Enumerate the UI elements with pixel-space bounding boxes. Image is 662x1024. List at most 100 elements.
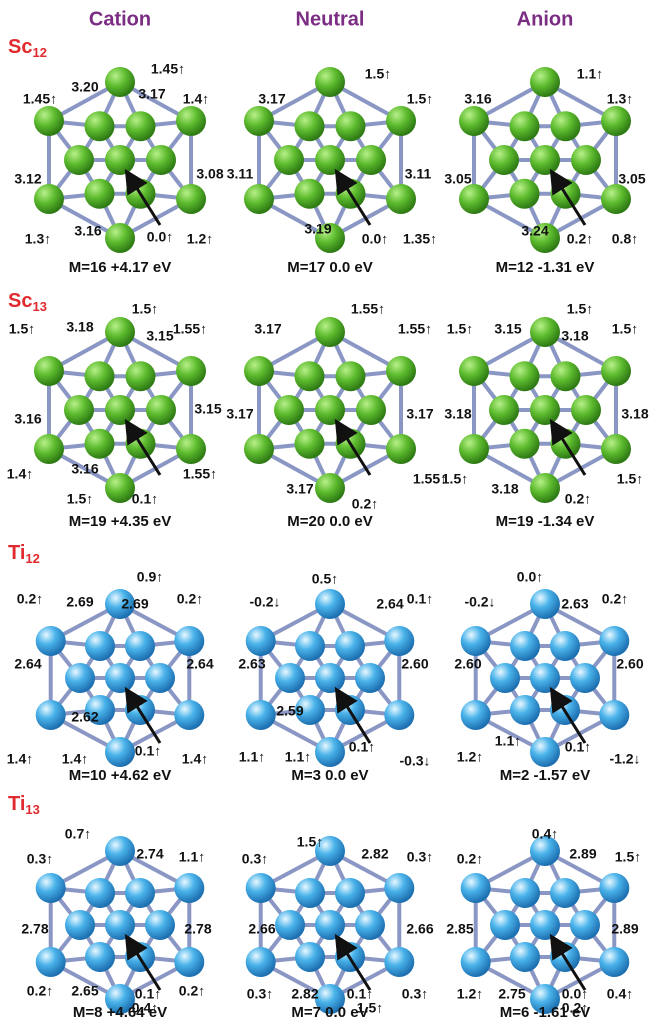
- atom: [336, 111, 366, 141]
- atom: [601, 184, 631, 214]
- atom: [510, 179, 540, 209]
- value-label: 2.64: [14, 656, 41, 672]
- caption: M=2 -1.57 eV: [500, 767, 590, 784]
- atom: [34, 184, 64, 214]
- value-label: 1.35↑: [403, 231, 437, 247]
- value-label: 1.4↑: [7, 466, 33, 482]
- atom: [550, 878, 580, 908]
- value-label: 0.1↑: [407, 591, 433, 607]
- atom: [571, 395, 601, 425]
- cluster-size: 12: [32, 45, 46, 60]
- value-label: 0.5↑: [312, 571, 338, 587]
- value-label: 2.63: [561, 596, 588, 612]
- atom: [599, 700, 629, 730]
- atom: [295, 631, 325, 661]
- value-label: 3.17: [406, 406, 433, 422]
- value-label: 2.64: [186, 656, 213, 672]
- value-label: 1.4↑: [183, 91, 209, 107]
- atom: [246, 873, 276, 903]
- atom: [246, 947, 276, 977]
- atom: [36, 873, 66, 903]
- value-label: 0.2↑: [179, 983, 205, 999]
- atom: [315, 67, 345, 97]
- atom: [36, 700, 66, 730]
- value-label: 3.11: [227, 166, 254, 182]
- row-label: Sc13: [8, 290, 47, 314]
- value-label: 1.5↑: [297, 834, 323, 850]
- atom: [246, 700, 276, 730]
- value-label: 1.55↑: [398, 321, 432, 337]
- atom: [461, 873, 491, 903]
- value-label: 2.78: [184, 921, 211, 937]
- row-label: Ti12: [8, 542, 40, 566]
- value-label: 3.19: [304, 221, 331, 237]
- atom: [510, 942, 540, 972]
- atom: [601, 356, 631, 386]
- atom: [530, 589, 560, 619]
- atom: [384, 626, 414, 656]
- atom: [244, 434, 274, 464]
- atom: [489, 145, 519, 175]
- value-label: 3.16: [14, 411, 41, 427]
- atom: [490, 910, 520, 940]
- atom: [295, 111, 325, 141]
- atom: [551, 361, 581, 391]
- atom: [64, 145, 94, 175]
- value-label: 3.16: [71, 461, 98, 477]
- value-label: 3.17: [226, 406, 253, 422]
- atom: [510, 429, 540, 459]
- row-label: Ti13: [8, 793, 40, 817]
- value-label: 3.18: [491, 481, 518, 497]
- value-label: 2.62: [71, 709, 98, 725]
- value-label: 0.2↑: [352, 496, 378, 512]
- atom: [461, 700, 491, 730]
- atom: [530, 395, 560, 425]
- value-label: 1.5↑: [617, 471, 643, 487]
- value-label: 3.15: [494, 321, 521, 337]
- caption: M=17 0.0 eV: [287, 259, 372, 276]
- atom: [295, 179, 325, 209]
- atom: [85, 111, 115, 141]
- atom: [105, 836, 135, 866]
- value-label: 3.08: [196, 166, 223, 182]
- value-label: 3.17: [254, 321, 281, 337]
- atom: [85, 361, 115, 391]
- atom: [275, 663, 305, 693]
- value-label: 2.63: [238, 656, 265, 672]
- value-label: 3.16: [464, 91, 491, 107]
- atom: [459, 434, 489, 464]
- value-label: 1.5↑: [365, 66, 391, 82]
- atom: [530, 145, 560, 175]
- atom: [510, 631, 540, 661]
- atom: [176, 434, 206, 464]
- value-label: 3.15: [194, 401, 221, 417]
- value-label: 2.60: [454, 656, 481, 672]
- value-label: 1.3↑: [25, 231, 51, 247]
- atom: [105, 910, 135, 940]
- atom: [145, 663, 175, 693]
- atom: [384, 700, 414, 730]
- atom: [105, 145, 135, 175]
- value-label: 1.5↑: [442, 471, 468, 487]
- value-label: 1.4↑: [62, 751, 88, 767]
- atom: [65, 663, 95, 693]
- value-label: 3.17: [138, 86, 165, 102]
- value-label: 3.15: [146, 328, 173, 344]
- clusters: [34, 67, 631, 1014]
- atom: [125, 631, 155, 661]
- value-label: 3.18: [561, 328, 588, 344]
- atom: [386, 106, 416, 136]
- atom: [335, 878, 365, 908]
- caption: M=20 0.0 eV: [287, 513, 372, 530]
- atom: [530, 473, 560, 503]
- value-label: 2.60: [616, 656, 643, 672]
- caption: M=10 +4.62 eV: [69, 767, 172, 784]
- atom: [384, 947, 414, 977]
- atom: [105, 663, 135, 693]
- value-label: 3.12: [14, 171, 41, 187]
- value-label: 0.4↑: [607, 986, 633, 1002]
- atom: [386, 434, 416, 464]
- element: Ti: [8, 542, 25, 564]
- figure: CationNeutralAnionSc121.45↑1.45↑3.203.17…: [0, 0, 662, 1024]
- value-label: 0.8↑: [612, 231, 638, 247]
